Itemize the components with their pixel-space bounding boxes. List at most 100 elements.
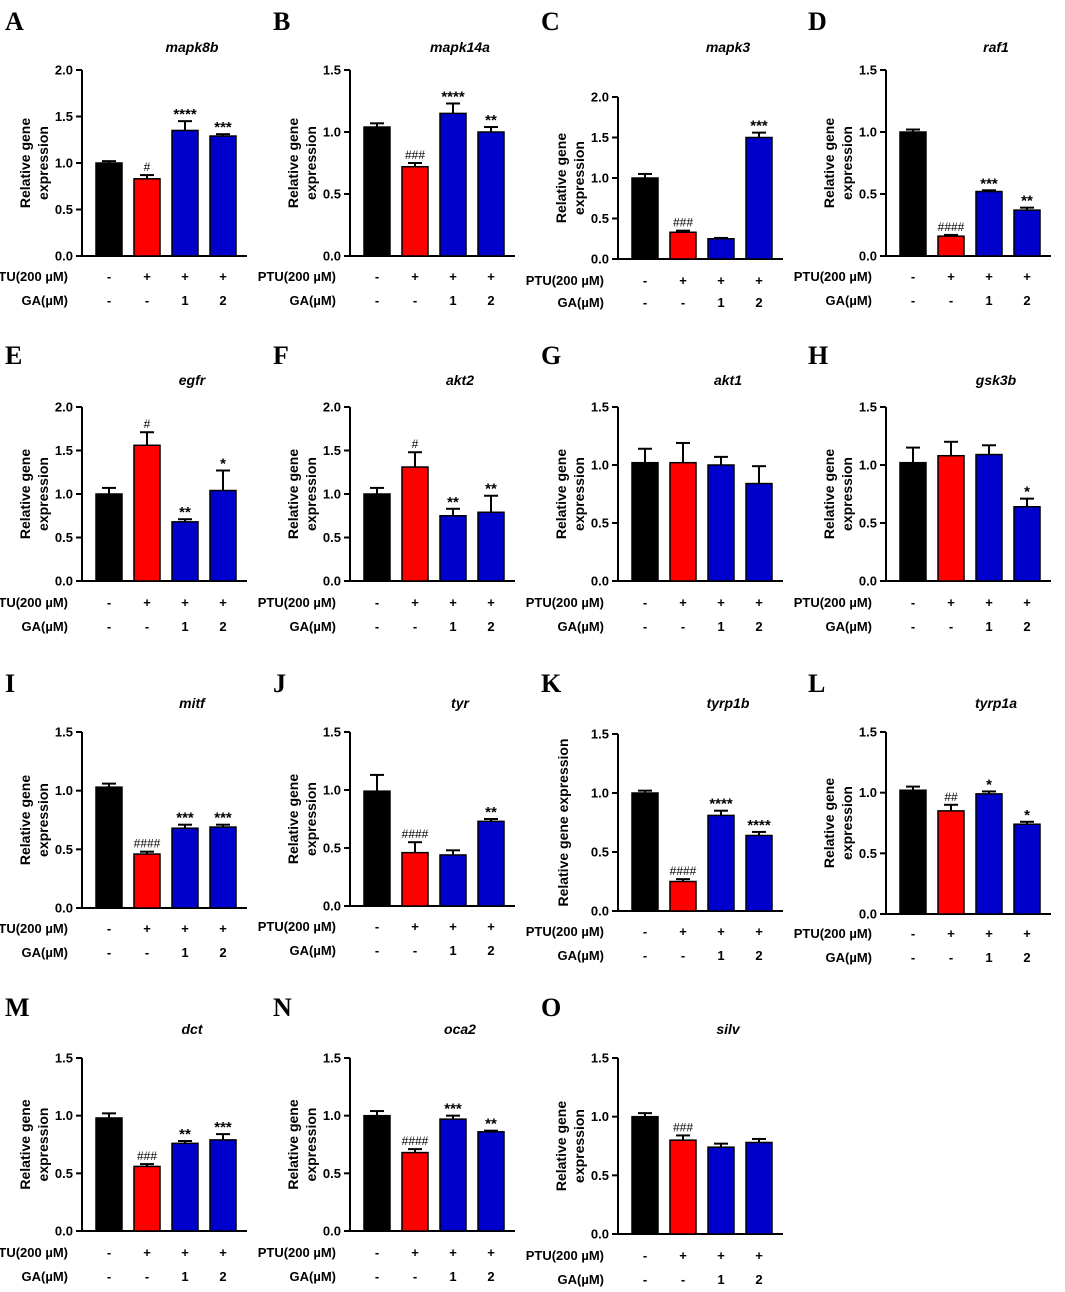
condition-ga-value: - <box>375 943 379 958</box>
y-tick-label: 1.5 <box>55 443 73 458</box>
gene-title: tyr <box>451 695 470 711</box>
bar <box>631 461 659 582</box>
bar <box>477 131 505 257</box>
condition-ptu-value: + <box>755 1248 763 1263</box>
significance-label: *** <box>214 119 232 136</box>
gene-title: akt2 <box>446 372 474 388</box>
bar <box>209 826 237 909</box>
condition-ptu-value: + <box>411 595 419 610</box>
y-axis-label: Relative gene <box>821 118 837 208</box>
gene-title: dct <box>182 1021 204 1037</box>
significance-label: *** <box>980 175 998 192</box>
y-axis-label: Relative gene <box>285 774 301 864</box>
significance-label: * <box>1024 484 1030 501</box>
y-tick-label: 1.0 <box>591 458 609 473</box>
bar <box>937 454 965 582</box>
condition-ptu-value: + <box>985 269 993 284</box>
y-axis-label: Relative gene <box>821 449 837 539</box>
y-tick-label: 1.0 <box>323 487 341 502</box>
y-tick-label: 1.5 <box>323 725 341 740</box>
significance-label: ** <box>485 112 497 129</box>
y-tick-label: 1.0 <box>323 783 341 798</box>
gene-title: akt1 <box>714 372 742 388</box>
condition-ga-value: - <box>681 1272 685 1287</box>
condition-ptu-value: - <box>107 595 111 610</box>
condition-ga-value: 1 <box>717 948 724 963</box>
condition-ga-value: - <box>949 619 953 634</box>
significance-label: ### <box>405 148 425 162</box>
condition-ga-value: 2 <box>755 295 762 310</box>
condition-ptu-value: + <box>487 269 495 284</box>
y-axis-label: Relative gene <box>285 118 301 208</box>
significance-label: ### <box>673 1120 693 1134</box>
gene-title: mapk8b <box>166 39 219 55</box>
condition-ga-value: 2 <box>1023 619 1030 634</box>
condition-ptu-value: + <box>487 595 495 610</box>
y-axis-label: expression <box>303 782 319 856</box>
panel-letter: E <box>5 341 22 370</box>
significance-label: ** <box>485 804 497 821</box>
bar <box>401 165 429 257</box>
condition-ptu-label: PTU(200 µM) <box>0 595 68 610</box>
condition-ptu-value: + <box>755 273 763 288</box>
bar <box>95 1117 123 1232</box>
condition-ptu-label: PTU(200 µM) <box>526 273 604 288</box>
bar <box>707 464 735 582</box>
bar <box>669 880 697 912</box>
bar <box>1013 823 1041 915</box>
panel-letter: G <box>541 341 561 370</box>
significance-label: #### <box>938 220 965 234</box>
y-tick-label: 1.0 <box>55 1108 73 1123</box>
significance-label: ### <box>137 1149 157 1163</box>
gene-title: silv <box>716 1021 741 1037</box>
bar <box>477 1131 505 1232</box>
y-tick-label: 0.5 <box>55 842 73 857</box>
bar <box>669 461 697 582</box>
bar <box>937 235 965 257</box>
significance-label: *** <box>176 810 194 827</box>
y-axis-label: expression <box>35 783 51 857</box>
condition-ptu-value: + <box>679 924 687 939</box>
significance-label: ** <box>485 1116 497 1133</box>
y-tick-label: 0.5 <box>323 187 341 202</box>
bar <box>171 129 199 257</box>
significance-label: **** <box>747 817 771 834</box>
significance-label: *** <box>750 118 768 135</box>
y-tick-label: 0.0 <box>55 901 73 916</box>
condition-ga-value: - <box>643 1272 647 1287</box>
panel-letter: N <box>273 993 292 1022</box>
condition-ptu-value: - <box>911 926 915 941</box>
condition-ga-value: 1 <box>449 1269 456 1284</box>
bar <box>171 521 199 582</box>
condition-ga-value: - <box>145 619 149 634</box>
panel-letter: H <box>808 341 828 370</box>
significance-label: # <box>144 160 151 174</box>
condition-ga-value: - <box>107 1269 111 1284</box>
condition-ga-value: - <box>949 293 953 308</box>
y-tick-label: 1.5 <box>55 109 73 124</box>
significance-label: # <box>412 437 419 451</box>
condition-ptu-value: - <box>375 269 379 284</box>
condition-ga-value: 1 <box>985 950 992 965</box>
y-tick-label: 0.0 <box>55 249 73 264</box>
condition-ptu-value: + <box>219 921 227 936</box>
gene-title: gsk3b <box>975 372 1017 388</box>
condition-ptu-value: + <box>985 926 993 941</box>
y-tick-label: 0.5 <box>323 841 341 856</box>
condition-ptu-value: + <box>143 595 151 610</box>
significance-label: ** <box>1021 193 1033 210</box>
y-tick-label: 1.0 <box>323 1108 341 1123</box>
significance-label: **** <box>173 106 197 123</box>
y-tick-label: 1.5 <box>55 725 73 740</box>
y-axis-label: Relative gene <box>285 1099 301 1189</box>
bar <box>899 131 927 257</box>
condition-ptu-value: + <box>219 1245 227 1260</box>
gene-title: raf1 <box>983 39 1009 55</box>
condition-ptu-value: + <box>717 1248 725 1263</box>
y-axis-label: expression <box>571 1109 587 1183</box>
